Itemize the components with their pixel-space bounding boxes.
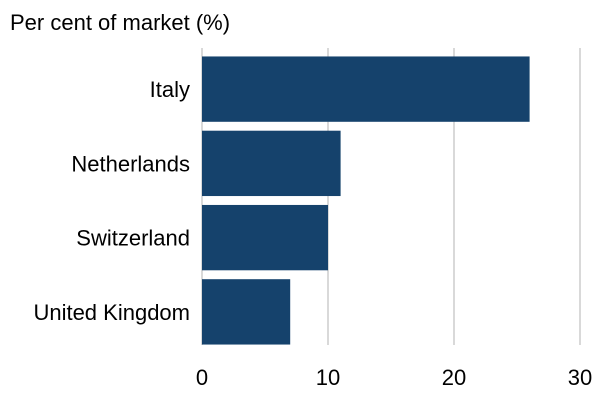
category-label: Netherlands xyxy=(71,151,190,176)
x-tick-labels: 0 10 20 30 xyxy=(196,365,592,390)
category-label: Switzerland xyxy=(76,226,190,251)
chart-title: Per cent of market (%) xyxy=(10,10,230,35)
bar-netherlands xyxy=(202,130,341,197)
bar-italy xyxy=(202,56,530,122)
bar-layer xyxy=(202,56,530,345)
bar-united-kingdom xyxy=(202,279,291,345)
x-tick-label: 10 xyxy=(316,365,340,390)
category-labels: Italy Netherlands Switzerland United Kingdo… xyxy=(33,77,190,325)
category-label: United Kingdom xyxy=(33,300,190,325)
x-tick-label: 30 xyxy=(568,365,592,390)
category-label: Italy xyxy=(150,77,190,102)
x-tick-label: 20 xyxy=(442,365,466,390)
x-tick-label: 0 xyxy=(196,365,208,390)
bar-switzerland xyxy=(202,204,328,271)
